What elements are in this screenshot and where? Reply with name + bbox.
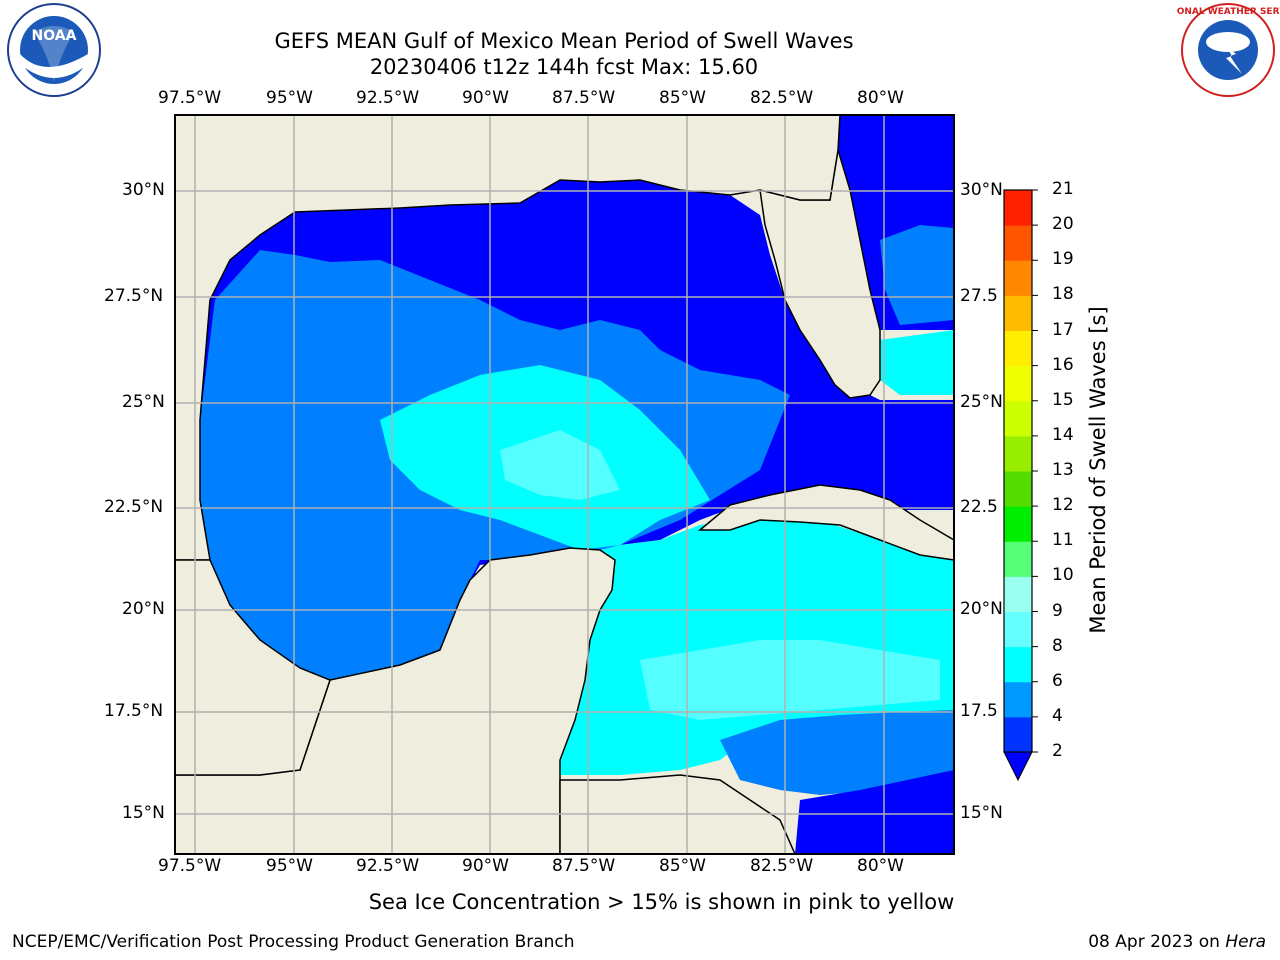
lat-tick-left: 20°N <box>122 599 165 619</box>
colorbar-tick-label: 20 <box>1052 214 1074 235</box>
lon-tick-bottom: 97.5°W <box>158 856 222 876</box>
map-subtitle: 20230406 t12z 144h fcst Max: 15.60 <box>369 55 759 79</box>
lon-tick-top: 90°W <box>462 88 509 108</box>
date-line: 08 Apr 2023 on Hera <box>1088 932 1266 952</box>
lat-tick-left: 30°N <box>122 180 165 200</box>
lon-tick-top: 80°W <box>857 88 904 108</box>
colorbar-tick-label: 12 <box>1052 495 1074 516</box>
lat-tick-left: 22.5°N <box>104 497 164 517</box>
graticule <box>175 115 954 854</box>
host-name: Hera <box>1225 932 1266 952</box>
colorbar-tick-label: 13 <box>1052 460 1074 480</box>
atlantic-medium <box>880 225 954 325</box>
lat-tick-right: 22.5 <box>960 497 998 517</box>
nws-logo-text: NATIONAL WEATHER SERVICE <box>1176 7 1280 17</box>
lon-tick-top: 87.5°W <box>552 88 616 108</box>
colorbar-tick-label: 17 <box>1052 319 1074 340</box>
colorbar-segment <box>1004 295 1032 331</box>
colorbar-tick-label: 14 <box>1052 424 1074 445</box>
colorbar-segment <box>1004 716 1032 753</box>
colorbar-tick-label: 8 <box>1052 635 1063 656</box>
colorbar-segment <box>1004 365 1032 402</box>
yucatan-land <box>175 547 616 854</box>
colorbar-segment <box>1004 646 1032 683</box>
colorbar-segment <box>1004 611 1032 648</box>
colorbar-extend-min <box>1003 751 1033 782</box>
colorbar-tick-label: 2 <box>1052 741 1063 761</box>
lon-tick-top: 95°W <box>266 88 313 108</box>
colorbar-segment <box>1004 225 1032 261</box>
caribbean-deep <box>795 770 954 854</box>
colorbar-segment <box>1004 506 1032 542</box>
colorbar-segment <box>1004 681 1032 718</box>
colorbar-tick-label: 9 <box>1052 600 1063 621</box>
colorbar-tick-label: 10 <box>1052 565 1074 586</box>
colorbar-tick-label: 4 <box>1052 705 1063 726</box>
date-text: 08 Apr 2023 on <box>1088 932 1220 952</box>
caribbean-medium <box>720 710 954 795</box>
colorbar-tick-label: 18 <box>1052 284 1074 305</box>
us-coast-land <box>175 115 841 561</box>
lat-tick-right: 17.5 <box>960 701 998 721</box>
nws-logo: NATIONAL WEATHER SERVICE <box>1176 3 1280 97</box>
gulf-light-cyan <box>500 430 620 500</box>
colorbar-segment <box>1004 190 1032 226</box>
lat-tick-right: 27.5 <box>960 286 998 306</box>
credit-line: NCEP/EMC/Verification Post Processing Pr… <box>12 932 575 952</box>
bahamas-cyan <box>880 330 954 395</box>
lat-tick-left: 15°N <box>122 803 165 823</box>
colorbar <box>1003 189 1038 782</box>
colorbar-tick-label: 19 <box>1052 249 1074 270</box>
lon-tick-bottom: 80°W <box>857 856 904 876</box>
lat-tick-right: 20°N <box>960 599 1003 619</box>
lat-tick-right: 15°N <box>960 803 1003 823</box>
colorbar-segment <box>1004 576 1032 612</box>
lon-tick-top: 82.5°W <box>750 88 814 108</box>
lat-tick-left: 17.5°N <box>104 701 164 721</box>
colorbar-tick-label: 11 <box>1052 530 1074 551</box>
cuba-land <box>697 484 954 561</box>
colorbar-label: Mean Period of Swell Waves [s] <box>1086 306 1110 634</box>
lon-tick-bottom: 95°W <box>266 856 313 876</box>
lon-tick-bottom: 87.5°W <box>552 856 616 876</box>
lon-tick-bottom: 92.5°W <box>356 856 420 876</box>
colorbar-tick-label: 16 <box>1052 354 1074 375</box>
lat-tick-left: 25°N <box>122 392 165 412</box>
colorbar-segment <box>1004 471 1032 507</box>
map-frame <box>174 114 955 855</box>
colorbar-segment <box>1004 400 1032 437</box>
mexico-west-land <box>175 559 331 776</box>
colorbar-segment <box>1004 260 1032 296</box>
colorbar-segment <box>1004 330 1032 367</box>
colorbar-tick-label: 15 <box>1052 389 1074 410</box>
caribbean-light-cyan <box>640 640 940 720</box>
colorbar-tick-label: 6 <box>1052 670 1063 691</box>
sea-ice-note: Sea Ice Concentration > 15% is shown in … <box>368 890 955 914</box>
colorbar-tick-label: 21 <box>1052 179 1074 199</box>
lon-tick-top: 85°W <box>659 88 706 108</box>
colorbar-segment <box>1004 541 1032 577</box>
lon-tick-bottom: 90°W <box>462 856 509 876</box>
map-title: GEFS MEAN Gulf of Mexico Mean Period of … <box>274 29 854 53</box>
noaa-logo-text: NOAA <box>32 28 77 44</box>
lon-tick-bottom: 82.5°W <box>750 856 814 876</box>
lon-tick-top: 97.5°W <box>158 88 222 108</box>
lon-tick-bottom: 85°W <box>659 856 706 876</box>
lat-tick-right: 30°N <box>960 180 1003 200</box>
noaa-logo: NOAA <box>7 3 101 97</box>
lat-tick-left: 27.5°N <box>104 286 164 306</box>
colorbar-segment <box>1004 435 1032 472</box>
lon-tick-top: 92.5°W <box>356 88 420 108</box>
lat-tick-right: 25°N <box>960 392 1003 412</box>
